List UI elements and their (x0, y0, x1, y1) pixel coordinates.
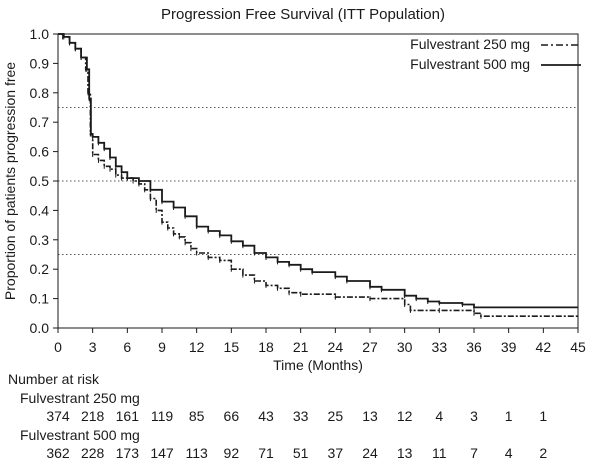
risk-value: 1 (504, 408, 513, 424)
y-tick-label: 0.0 (30, 320, 50, 336)
risk-value: 4 (435, 408, 444, 424)
x-tick-label: 45 (570, 339, 586, 355)
risk-value: 2 (539, 445, 548, 461)
y-tick-label: 0.2 (30, 261, 50, 277)
x-tick-label: 21 (293, 339, 309, 355)
x-tick-label: 12 (189, 339, 205, 355)
pfs-chart: Progression Free Survival (ITT Populatio… (2, 6, 586, 373)
risk-value: 147 (150, 445, 174, 461)
x-tick-label: 42 (536, 339, 552, 355)
y-tick-label: 0.5 (30, 173, 50, 189)
y-axis-ticks: 0.0 0.1 0.2 0.3 0.4 0.5 0.6 0.7 0.8 0.9 1.0 (30, 26, 58, 336)
risk-value: 51 (292, 445, 309, 461)
x-tick-label: 15 (224, 339, 240, 355)
survival-curve-500mg (58, 33, 578, 309)
risk-value: 13 (362, 408, 378, 424)
risk-value: 24 (362, 445, 378, 461)
risk-value: 119 (150, 408, 174, 424)
x-tick-label: 9 (158, 339, 166, 355)
risk-value: 43 (258, 408, 274, 424)
x-tick-label: 6 (123, 339, 131, 355)
legend: Fulvestrant 250 mg Fulvestrant 500 mg (410, 36, 581, 72)
y-tick-label: 0.8 (30, 85, 50, 101)
x-axis-label: Time (Months) (273, 357, 363, 373)
survival-curves (58, 33, 578, 319)
y-axis-label: Proportion of patients progression free (2, 62, 18, 300)
x-tick-label: 30 (397, 339, 413, 355)
x-tick-label: 27 (362, 339, 378, 355)
risk-value: 13 (396, 445, 413, 461)
risk-value: 7 (470, 445, 478, 461)
y-tick-label: 0.1 (30, 291, 50, 307)
risk-value: 66 (223, 408, 240, 424)
risk-row-label-250: Fulvestrant 250 mg (20, 390, 140, 406)
risk-value: 11 (432, 445, 447, 461)
x-axis-ticks: 0 3 6 9 12 15 18 21 24 27 30 33 36 39 42 45 (54, 328, 586, 355)
x-tick-label: 39 (501, 339, 517, 355)
x-tick-label: 0 (54, 339, 62, 355)
risk-value: 85 (188, 408, 205, 424)
risk-value: 161 (115, 408, 140, 424)
risk-value: 12 (396, 408, 413, 424)
risk-value: 25 (327, 408, 344, 424)
x-tick-label: 18 (258, 339, 274, 355)
y-tick-label: 0.3 (30, 232, 50, 248)
x-tick-label: 33 (432, 339, 448, 355)
risk-value: 173 (115, 445, 140, 461)
risk-row-label-500: Fulvestrant 500 mg (20, 427, 140, 443)
risk-value: 374 (46, 408, 70, 424)
risk-value: 4 (504, 445, 513, 461)
risk-value: 71 (258, 445, 274, 461)
risk-value: 37 (327, 445, 344, 461)
risk-value: 362 (46, 445, 70, 461)
risk-value: 33 (292, 408, 309, 424)
risk-value: 1 (539, 408, 548, 424)
risk-row-500: 362 228 173 147 113 92 71 51 37 24 13 11 7 4 2 (0, 445, 595, 463)
risk-value: 218 (80, 408, 105, 424)
x-tick-label: 36 (466, 339, 482, 355)
legend-label-500: Fulvestrant 500 mg (410, 56, 530, 72)
survival-curve-250mg (58, 33, 578, 317)
risk-value: 3 (470, 408, 478, 424)
y-tick-label: 1.0 (30, 26, 50, 42)
risk-table-heading: Number at risk (8, 371, 100, 387)
y-tick-label: 0.4 (30, 202, 50, 218)
reference-lines (58, 107, 578, 255)
x-tick-label: 3 (89, 339, 97, 355)
y-tick-label: 0.9 (30, 55, 50, 71)
x-tick-label: 24 (328, 339, 344, 355)
risk-value: 113 (185, 445, 208, 461)
y-tick-label: 0.7 (30, 114, 50, 130)
risk-row-250: 374 218 161 119 85 66 43 33 25 13 12 4 3 1 1 (0, 408, 595, 426)
legend-label-250: Fulvestrant 250 mg (410, 36, 530, 52)
y-tick-label: 0.6 (30, 144, 50, 160)
risk-value: 92 (223, 445, 240, 461)
risk-value: 228 (80, 445, 105, 461)
chart-title: Progression Free Survival (ITT Populatio… (161, 6, 445, 23)
